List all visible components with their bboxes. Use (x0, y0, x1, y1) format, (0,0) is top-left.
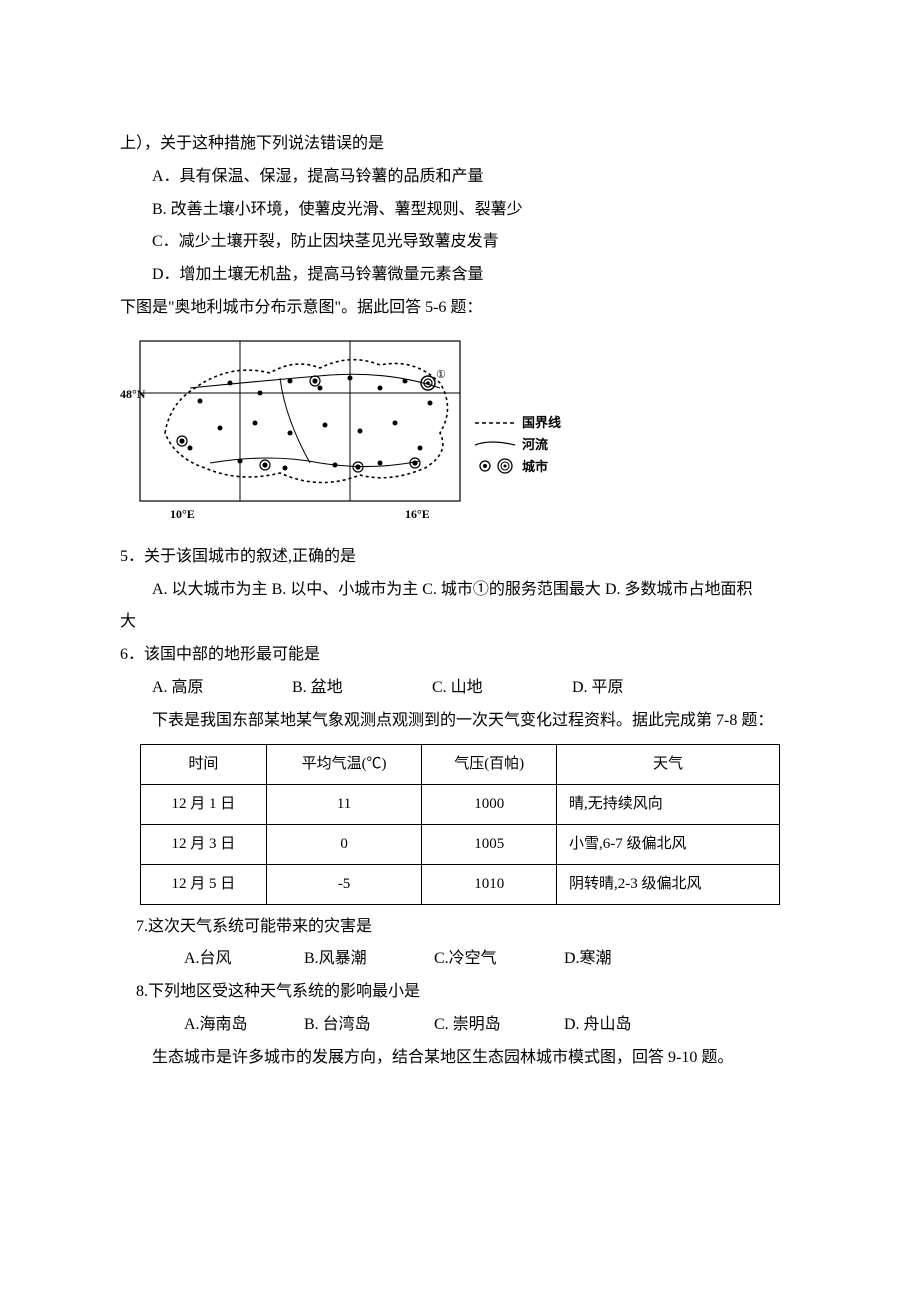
map-legend: 国界线 河流 城市 (475, 415, 561, 474)
q7-option-d: D.寒潮 (564, 945, 684, 974)
q5-option-d: D. 多数城市占地面积 (605, 581, 753, 598)
q5-option-b: B. 以中、小城市为主 (272, 581, 419, 598)
q6-option-b: B. 盆地 (292, 674, 432, 703)
q7-options: A.台风 B.风暴潮 C.冷空气 D.寒潮 (120, 945, 800, 974)
ringed-cities (177, 376, 420, 472)
q7-option-a: A.台风 (184, 945, 304, 974)
svg-text:城市: 城市 (522, 459, 548, 474)
th-time: 时间 (141, 744, 267, 784)
prev-option-b: B. 改善土壤小环境，使薯皮光滑、薯型规则、裂薯少 (120, 196, 800, 225)
river-3 (280, 378, 310, 463)
q5-stem: 5．关于该国城市的叙述,正确的是 (120, 543, 800, 572)
lon-label-left: 10°E (170, 507, 195, 521)
svg-text:河流: 河流 (522, 437, 548, 452)
table-row: 12 月 5 日 -5 1010 阴转晴,2-3 级偏北风 (141, 864, 780, 904)
th-pressure: 气压(百帕) (422, 744, 557, 784)
city-dots (188, 375, 433, 470)
map-intro-text: 下图是"奥地利城市分布示意图"。据此回答 5-6 题： (120, 294, 800, 323)
q5-tail: 大 (120, 608, 800, 637)
q8-option-c: C. 崇明岛 (434, 1011, 564, 1040)
q5-option-c: C. 城市①的服务范围最大 (422, 581, 601, 598)
th-weather: 天气 (556, 744, 779, 784)
eco-intro-text: 生态城市是许多城市的发展方向，结合某地区生态园林城市模式图，回答 9-10 题。 (120, 1044, 800, 1073)
q8-stem: 8.下列地区受这种天气系统的影响最小是 (120, 978, 800, 1007)
table-header-row: 时间 平均气温(℃) 气压(百帕) 天气 (141, 744, 780, 784)
q5-option-a: A. 以大城市为主 (152, 581, 268, 598)
q6-stem: 6．该国中部的地形最可能是 (120, 641, 800, 670)
q7-option-b: B.风暴潮 (304, 945, 434, 974)
svg-text:①: ① (436, 369, 446, 381)
prev-option-a: A．具有保温、保湿，提高马铃薯的品质和产量 (120, 163, 800, 192)
q8-option-a: A.海南岛 (184, 1011, 304, 1040)
q6-option-c: C. 山地 (432, 674, 572, 703)
q5-options-line: A. 以大城市为主 B. 以中、小城市为主 C. 城市①的服务范围最大 D. 多… (120, 576, 800, 605)
table-row: 12 月 3 日 0 1005 小雪,6-7 级偏北风 (141, 824, 780, 864)
q6-options: A. 高原 B. 盆地 C. 山地 D. 平原 (120, 674, 800, 703)
q6-option-d: D. 平原 (572, 674, 712, 703)
q7-option-c: C.冷空气 (434, 945, 564, 974)
austria-map-figure: 48°N (120, 333, 580, 533)
q6-option-a: A. 高原 (152, 674, 292, 703)
prev-option-c: C．减少土壤开裂，防止因块茎见光导致薯皮发青 (120, 228, 800, 257)
weather-table: 时间 平均气温(℃) 气压(百帕) 天气 12 月 1 日 11 1000 晴,… (140, 744, 780, 905)
lead-in-text: 上），关于这种措施下列说法错误的是 (120, 130, 800, 159)
th-temp: 平均气温(℃) (266, 744, 422, 784)
q8-option-d: D. 舟山岛 (564, 1011, 684, 1040)
lat-label: 48°N (120, 387, 146, 401)
q8-option-b: B. 台湾岛 (304, 1011, 434, 1040)
table-row: 12 月 1 日 11 1000 晴,无持续风向 (141, 784, 780, 824)
prev-option-d: D．增加土壤无机盐，提高马铃薯微量元素含量 (120, 261, 800, 290)
austria-map-svg: 48°N (120, 333, 580, 533)
svg-text:国界线: 国界线 (522, 415, 561, 430)
q8-options: A.海南岛 B. 台湾岛 C. 崇明岛 D. 舟山岛 (120, 1011, 800, 1040)
q7-stem: 7.这次天气系统可能带来的灾害是 (120, 913, 800, 942)
table-intro-text: 下表是我国东部某地某气象观测点观测到的一次天气变化过程资料。据此完成第 7-8 … (120, 707, 800, 736)
lon-label-right: 16°E (405, 507, 430, 521)
